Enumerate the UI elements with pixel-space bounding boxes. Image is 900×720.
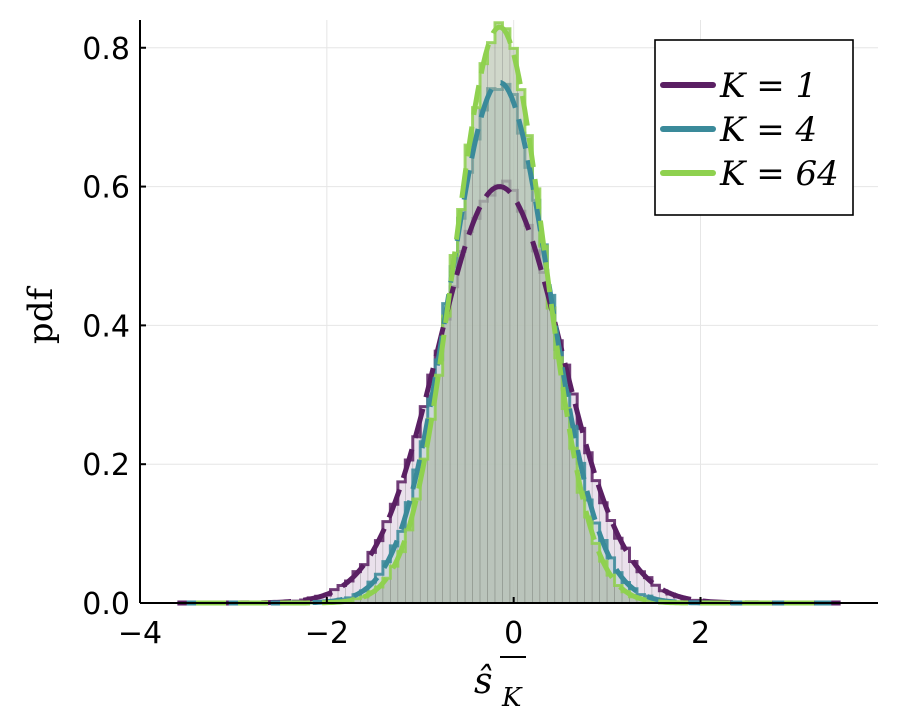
histogram-bar <box>517 89 526 604</box>
x-tick-label: 0 <box>504 616 523 651</box>
y-tick-label: 0.0 <box>82 587 130 622</box>
ticks: −4 −2 0 2 0.0 0.2 0.4 0.6 0.8 <box>82 32 710 651</box>
legend-label-k64: K = 64 <box>719 154 839 194</box>
legend-label-k4: K = 4 <box>719 110 817 150</box>
x-axis-label: ŝ K <box>474 656 526 713</box>
histogram-bar <box>479 63 488 604</box>
histogram-k64 <box>233 21 780 605</box>
histogram-bar <box>487 42 496 604</box>
x-axis-label-sub: K <box>501 683 523 713</box>
y-tick-label: 0.8 <box>82 32 130 67</box>
histogram-bar <box>524 135 533 604</box>
histogram-bar <box>472 107 481 604</box>
y-tick-label: 0.4 <box>82 309 130 344</box>
y-tick-label: 0.6 <box>82 171 130 206</box>
histogram-bar <box>494 22 503 604</box>
x-tick-label: −4 <box>118 616 162 651</box>
histogram-bar <box>502 28 511 604</box>
y-tick-label: 0.2 <box>82 448 130 483</box>
y-axis-label: pdf <box>21 286 61 345</box>
x-tick-label: 2 <box>691 616 710 651</box>
x-tick-label: −2 <box>305 616 349 651</box>
axes <box>139 20 878 604</box>
legend: K = 1 K = 4 K = 64 <box>654 39 854 216</box>
histogram-bar <box>509 48 518 604</box>
x-axis-label-base: ŝ <box>474 661 492 702</box>
histogram-bar <box>464 144 473 604</box>
legend-label-k1: K = 1 <box>719 66 817 106</box>
